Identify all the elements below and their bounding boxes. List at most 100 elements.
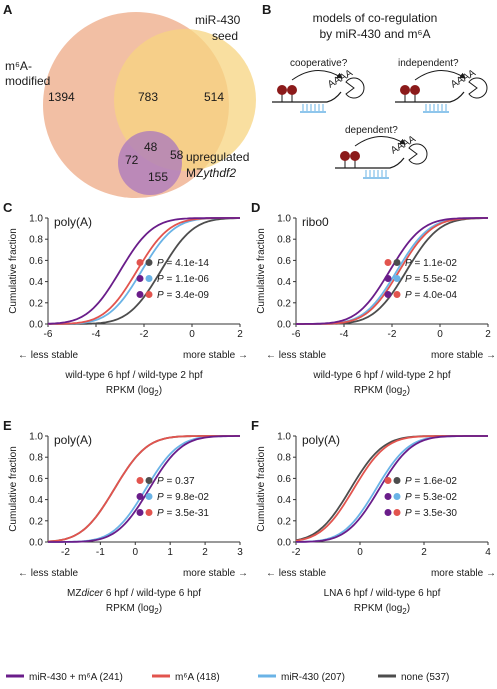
panel-c-xtick-label: -6: [44, 329, 53, 340]
model-dependent-m6a-dot: [350, 151, 360, 161]
panel-c-pval-text: P = 1.1e-06: [157, 274, 209, 285]
panel-e-pval-text: P = 3.5e-31: [157, 508, 209, 519]
model-dependent-label: dependent?: [345, 125, 398, 136]
panel-f-curve-none: [295, 435, 488, 542]
panel-e-pval-dot: [136, 493, 144, 500]
panel-f-xtick-label: 0: [357, 547, 363, 558]
model-dependent-m6a-dot: [340, 151, 350, 161]
panel-c-xlabel-unit: RPKM (log2): [106, 385, 162, 398]
venn-ythdf-label-line1: upregulated: [186, 150, 249, 164]
panel-d-pval-dot: [393, 291, 401, 298]
panel-f-curve-both: [296, 435, 488, 543]
panel-c-letter: C: [3, 200, 13, 215]
panel-c-xtick-label: -4: [92, 329, 101, 340]
panel-d-ytick-label: 0.2: [277, 298, 291, 309]
panel-f-ytick-label: 0.0: [277, 538, 291, 549]
venn-count-ythdf-only: 155: [148, 170, 168, 184]
venn-diagram: [43, 12, 256, 198]
panel-f-ylabel: Cumulative fraction: [256, 446, 267, 532]
model-independent-arrow: [414, 70, 466, 81]
panel-c-tag: poly(A): [54, 215, 92, 229]
venn-ythdf-label-line2: MZythdf2: [186, 166, 236, 180]
panel-f-less-stable: ← less stable: [266, 568, 326, 579]
panel-c-pval-dot: [145, 275, 153, 282]
panel-f-ytick-label: 0.2: [277, 516, 291, 527]
panel-d-pval-text: P = 5.5e-02: [405, 274, 457, 285]
panel-d-pval-text: P = 1.1e-02: [405, 258, 457, 269]
panel-f-ytick-label: 0.6: [277, 474, 291, 485]
legend-label-both: miR-430 + m⁶A (241): [29, 672, 123, 683]
legend-label-mir: miR-430 (207): [281, 672, 345, 683]
panel-e-xtick-label: 3: [237, 547, 243, 558]
panel-d-ytick-label: 0.6: [277, 256, 291, 267]
panel-f-pval-dot: [393, 493, 401, 500]
panel-d-xtick-label: -6: [292, 329, 301, 340]
panel-c-pval-text: P = 3.4e-09: [157, 290, 209, 301]
panel-e-xtick-label: 1: [167, 547, 173, 558]
panel-f-xtick-label: 4: [485, 547, 491, 558]
panel-e-letter: E: [3, 418, 12, 433]
panel-d-ytick-label: 0.4: [277, 277, 291, 288]
venn-count-mir-ythdf: 58: [170, 148, 184, 162]
panel-f-xlabel-unit: RPKM (log2): [354, 603, 410, 616]
panel-c-less-stable: ← less stable: [18, 350, 78, 361]
panel-c-curve-m6a: [48, 217, 240, 325]
panel-d-pval-dot: [384, 291, 392, 298]
panel-d-pval-dot: [384, 275, 392, 282]
panel-c-curve-both: [48, 217, 240, 325]
panel-d-less-stable: ← less stable: [266, 350, 326, 361]
panel-e-curve-mir: [48, 435, 240, 543]
panel-d-curve-none: [296, 217, 488, 325]
panel-c-ytick-label: 0.6: [29, 256, 43, 267]
venn-count-m6a-ythdf: 72: [125, 153, 139, 167]
legend-label-none: none (537): [401, 672, 449, 683]
panel-f-pval-dot: [384, 477, 392, 484]
venn-m6a-label-line2: modified: [5, 74, 50, 88]
panel-f-pval-text: P = 1.6e-02: [405, 476, 457, 487]
panel-c-curve-mir: [48, 217, 240, 325]
panel-e-ytick-label: 0.6: [29, 474, 43, 485]
panel-f-pval-text: P = 3.5e-30: [405, 508, 457, 519]
panel-f-pval-text: P = 5.3e-02: [405, 492, 457, 503]
model-cooperative-deadenylase-icon: [345, 77, 365, 99]
panel-f-letter: F: [251, 418, 259, 433]
panel-d-tag: ribo0: [302, 215, 329, 229]
panel-f-xlabel: LNA 6 hpf / wild-type 6 hpf: [324, 588, 441, 599]
panel-f-ytick-label: 0.8: [277, 453, 291, 464]
panel-c-ytick-label: 0.0: [29, 320, 43, 331]
model-independent-mrna-line: [395, 91, 465, 103]
panel-e-tag: poly(A): [54, 433, 92, 447]
panel-d-curve-m6a: [296, 217, 488, 325]
panel-e-xlabel-unit: RPKM (log2): [106, 603, 162, 616]
panel-e-curve-none: [47, 435, 240, 543]
model-cooperative-m6a-dot: [287, 85, 297, 95]
venn-count-mir-only: 514: [204, 90, 224, 104]
panel-d-ytick-label: 0.8: [277, 235, 291, 246]
panel-d-more-stable: more stable →: [431, 350, 496, 361]
panel-f-xtick-label: 2: [421, 547, 427, 558]
panel-d-letter: D: [251, 200, 260, 215]
model-cooperative-polya-tail: AAAA: [326, 68, 355, 91]
model-independent-m6a-dot: [400, 85, 410, 95]
panel-d-xtick-label: 0: [437, 329, 443, 340]
panel-e-pval-dot: [145, 509, 153, 516]
panel-c-pval-dot: [136, 259, 144, 266]
panel-c-ytick-label: 0.8: [29, 235, 43, 246]
model-dependent-mrna-line: [335, 157, 405, 169]
venn-mir-label-line1: miR-430: [195, 13, 241, 27]
panel-f-xtick-label: -2: [292, 547, 301, 558]
panel-c-ylabel: Cumulative fraction: [8, 228, 19, 314]
panel-e-pval-dot: [136, 509, 144, 516]
panel-d-pval-dot: [393, 259, 401, 266]
model-independent-deadenylase-icon: [468, 77, 488, 99]
panel-d-xtick-label: -4: [340, 329, 349, 340]
panel-e-pval-dot: [145, 477, 153, 484]
panel-c-ytick-label: 0.2: [29, 298, 43, 309]
model-dependent-polya-tail: AAAA: [389, 134, 418, 157]
model-dependent-arrow: [354, 136, 406, 147]
panel-c-curve-none: [48, 217, 240, 325]
panel-c-ytick-label: 0.4: [29, 277, 43, 288]
